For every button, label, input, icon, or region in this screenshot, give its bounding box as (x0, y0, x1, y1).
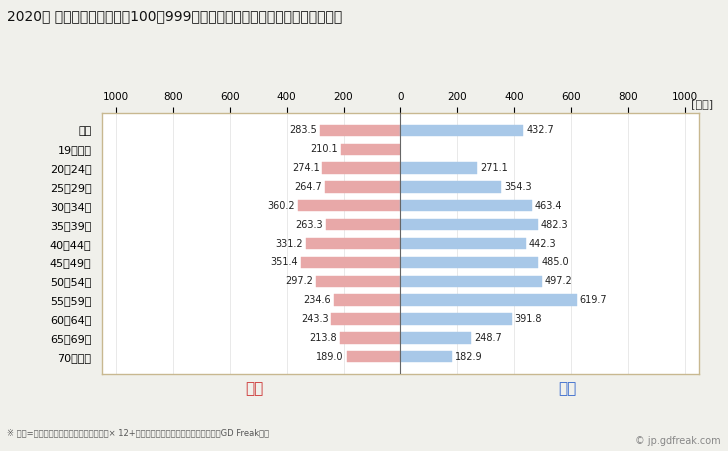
Bar (347, 351, 400, 363)
Text: 619.7: 619.7 (579, 295, 607, 305)
Text: 213.8: 213.8 (309, 333, 337, 343)
Text: 360.2: 360.2 (267, 201, 295, 211)
Text: 442.3: 442.3 (529, 239, 557, 249)
Bar (400, 295, 577, 306)
Text: 482.3: 482.3 (540, 220, 568, 230)
Text: 297.2: 297.2 (285, 276, 313, 286)
Text: 234.6: 234.6 (304, 295, 331, 305)
Text: 2020年 民間企業（従業者数100〜999人）フルタイム労働者の男女別平均年収: 2020年 民間企業（従業者数100〜999人）フルタイム労働者の男女別平均年収 (7, 9, 343, 23)
Text: 女性: 女性 (245, 381, 264, 396)
Text: 182.9: 182.9 (455, 352, 483, 362)
Bar (325, 181, 400, 193)
Bar (333, 295, 400, 306)
Bar (325, 219, 400, 230)
Bar (316, 276, 400, 287)
Bar (301, 257, 400, 268)
Text: ※ 年収=「きまって支給する現金給与額」× 12+「年間賞与その他特別給与額」としてGD Freak推計: ※ 年収=「きまって支給する現金給与額」× 12+「年間賞与その他特別給与額」と… (7, 428, 269, 437)
Bar (400, 313, 512, 325)
Text: 264.7: 264.7 (295, 182, 323, 192)
Bar (400, 219, 537, 230)
Bar (400, 276, 542, 287)
Text: 189.0: 189.0 (317, 352, 344, 362)
Text: © jp.gdfreak.com: © jp.gdfreak.com (635, 437, 721, 446)
Bar (400, 200, 532, 212)
Text: 243.3: 243.3 (301, 314, 328, 324)
Text: 271.1: 271.1 (480, 163, 508, 173)
Text: 248.7: 248.7 (474, 333, 502, 343)
Text: 263.3: 263.3 (295, 220, 323, 230)
Text: [万円]: [万円] (692, 99, 713, 109)
Bar (306, 238, 400, 249)
Bar (400, 238, 526, 249)
Bar (340, 332, 400, 344)
Bar (400, 351, 452, 363)
Bar (400, 162, 478, 174)
Bar (400, 332, 471, 344)
Bar (298, 200, 400, 212)
Text: 男性: 男性 (558, 381, 577, 396)
Text: 210.1: 210.1 (310, 144, 338, 154)
Text: 391.8: 391.8 (515, 314, 542, 324)
Text: 331.2: 331.2 (276, 239, 304, 249)
Text: 354.3: 354.3 (504, 182, 531, 192)
Bar (400, 124, 523, 136)
Bar (320, 124, 400, 136)
Text: 432.7: 432.7 (526, 125, 554, 135)
Text: 485.0: 485.0 (541, 258, 569, 267)
Bar (341, 143, 400, 155)
Bar (400, 257, 538, 268)
Bar (323, 162, 400, 174)
Bar (331, 313, 400, 325)
Text: 463.4: 463.4 (535, 201, 563, 211)
Bar (400, 181, 501, 193)
Text: 274.1: 274.1 (292, 163, 320, 173)
Text: 351.4: 351.4 (270, 258, 298, 267)
Text: 283.5: 283.5 (289, 125, 317, 135)
Text: 497.2: 497.2 (545, 276, 572, 286)
